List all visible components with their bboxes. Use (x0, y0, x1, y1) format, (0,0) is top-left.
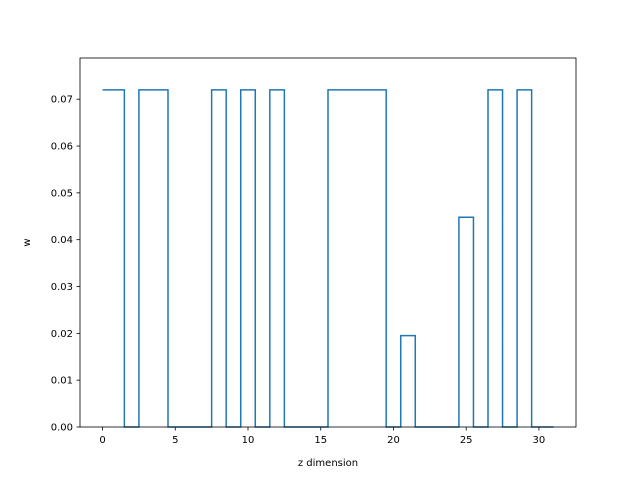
x-tick-label: 20 (387, 435, 400, 446)
x-tick-label: 25 (460, 435, 473, 446)
y-tick-label: 0.03 (51, 282, 73, 293)
y-tick-label: 0.04 (51, 235, 73, 246)
y-tick-label: 0.02 (51, 329, 73, 340)
x-tick-label: 10 (242, 435, 255, 446)
y-tick-label: 0.05 (51, 188, 73, 199)
y-axis: 0.00 0.01 0.02 0.03 0.04 0.05 0.06 0.07 (51, 95, 80, 434)
x-tick-label: 30 (533, 435, 546, 446)
y-tick-label: 0.07 (51, 95, 73, 106)
plot-frame (79, 57, 577, 428)
x-axis-label: z dimension (298, 458, 358, 469)
x-tick-label: 15 (314, 435, 327, 446)
y-tick-label: 0.01 (51, 376, 73, 387)
y-axis-label: w (22, 238, 33, 246)
y-tick-label: 0.00 (51, 423, 73, 434)
x-tick-label: 0 (99, 435, 105, 446)
x-tick-label: 5 (172, 435, 178, 446)
y-tick-label: 0.06 (51, 142, 73, 153)
